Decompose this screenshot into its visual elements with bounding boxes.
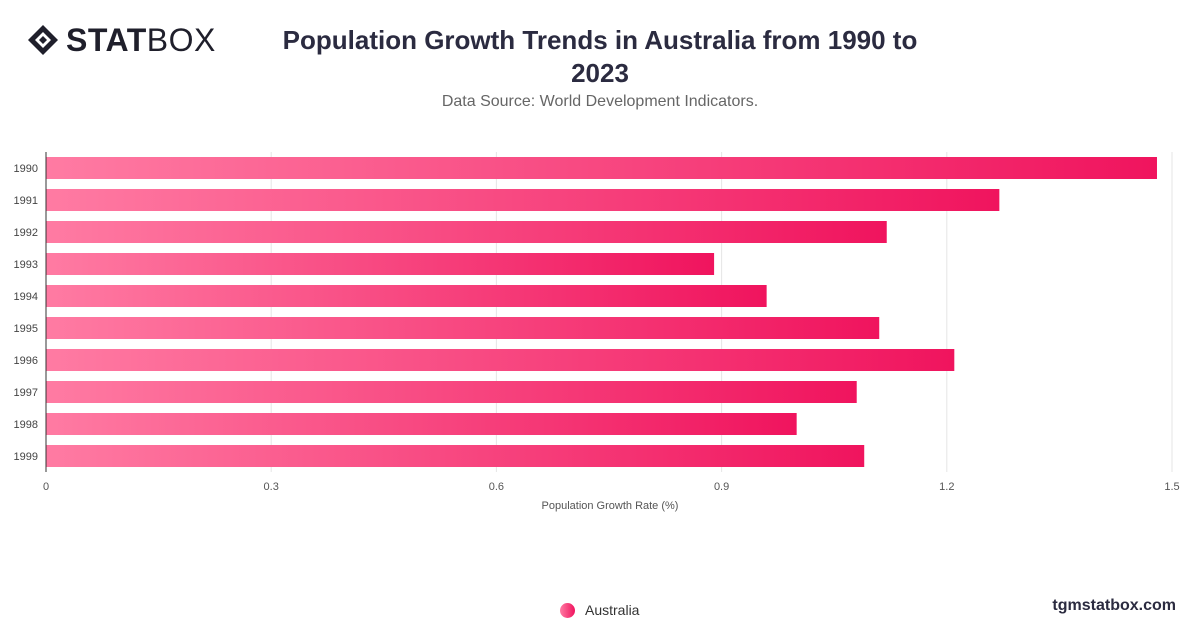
y-tick-label: 1992 [14, 227, 38, 239]
chart-title: Population Growth Trends in Australia fr… [282, 25, 918, 88]
bar-1997[interactable] [46, 381, 857, 403]
legend[interactable]: Australia [560, 602, 639, 618]
x-tick-label: 1.5 [1164, 481, 1179, 493]
legend-label-australia: Australia [585, 602, 640, 618]
bar-1994[interactable] [46, 285, 767, 307]
x-tick-label: 0.6 [489, 481, 504, 493]
chart-subtitle: Data Source: World Development Indicator… [441, 93, 759, 110]
y-tick-label: 1994 [14, 291, 38, 303]
y-tick-label: 1998 [14, 419, 38, 431]
bar-1992[interactable] [46, 221, 887, 243]
x-tick-label: 0.3 [264, 481, 279, 493]
y-tick-label: 1996 [14, 355, 38, 367]
bar-1991[interactable] [46, 189, 1000, 211]
x-tick-label: 0 [43, 481, 49, 493]
y-tick-label: 1991 [14, 195, 38, 207]
legend-marker [560, 602, 575, 618]
y-tick-label: 1993 [14, 259, 38, 271]
statbox-logo: STATBOX [26, 22, 216, 58]
logo-text-light: BOX [146, 22, 216, 58]
site-credit: tgmstatbox.com [1052, 597, 1176, 614]
x-tick-label: 1.2 [939, 481, 954, 493]
bar-chart: 0 0.3 0.6 0.9 1.2 1.5 1990 1991 1992 1993 1994 1995… [14, 152, 1180, 512]
bar-1998[interactable] [46, 413, 797, 435]
x-tick-label: 0.9 [714, 481, 729, 493]
bar-1993[interactable] [46, 253, 715, 275]
bar-1999[interactable] [46, 445, 865, 467]
diamond-logo-icon [28, 25, 58, 55]
y-tick-label: 1999 [14, 451, 38, 463]
logo-text-bold: STAT [66, 22, 147, 58]
x-axis-label: Population Growth Rate (%) [542, 500, 679, 512]
bar-1990[interactable] [46, 157, 1157, 179]
bar-1995[interactable] [46, 317, 880, 339]
bar-1996[interactable] [46, 349, 955, 371]
y-tick-label: 1990 [14, 163, 38, 175]
y-tick-label: 1997 [14, 387, 38, 399]
y-tick-label: 1995 [14, 323, 38, 335]
